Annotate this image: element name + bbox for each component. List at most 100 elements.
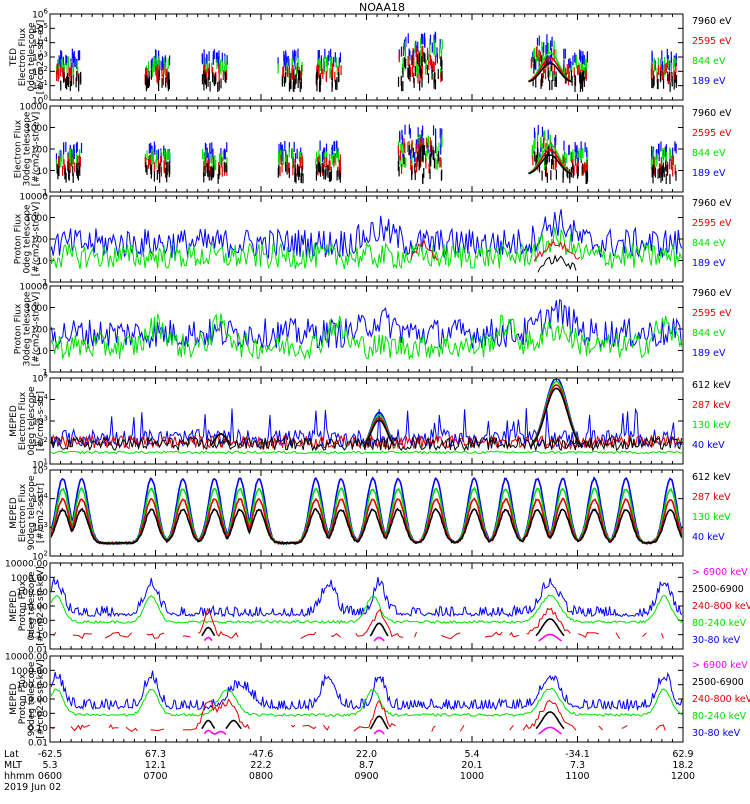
bottom-axis-mlt: 18.2	[672, 760, 693, 771]
series-magenta	[539, 634, 562, 641]
series-magenta	[205, 730, 227, 734]
bottom-axis-mlt: 5.3	[42, 760, 57, 771]
bottom-axis-lat: 22.0	[356, 749, 377, 760]
date-label: 2019 Jun 02	[4, 782, 61, 793]
series-red	[432, 726, 436, 732]
series-red	[415, 632, 417, 637]
y-tick-exponent: 2	[44, 550, 48, 558]
series-black	[226, 721, 241, 729]
legend-label: 240-800 keV	[692, 601, 750, 612]
series-red	[599, 726, 603, 730]
legend-label: 130 keV	[692, 420, 731, 431]
bottom-axis-hhmm: 0700	[143, 771, 167, 782]
figure-title: NOAA18	[359, 1, 405, 14]
series-black	[202, 628, 215, 636]
legend-label: 2500-6900	[692, 584, 744, 595]
series-red	[147, 633, 164, 638]
row-label-mlt: MLT	[4, 760, 22, 771]
series-red	[109, 725, 119, 729]
series-black	[202, 721, 215, 729]
series-red	[291, 725, 295, 727]
series-red	[662, 633, 664, 638]
legend-label: 40 keV	[692, 532, 725, 543]
series-black	[538, 256, 576, 272]
legend-label: 7960 eV	[692, 16, 732, 27]
legend-label: 2595 eV	[692, 308, 732, 319]
legend-label: 80-240 keV	[692, 618, 747, 629]
series-blue	[50, 577, 683, 616]
y-tick-label: 10000	[19, 283, 48, 293]
series-red	[105, 632, 132, 638]
y-axis-label-line: [#/cm2-s-str]	[36, 483, 46, 543]
data-series-group	[57, 32, 677, 92]
series-black	[536, 712, 564, 729]
bottom-axis-mlt: 20.1	[461, 760, 482, 771]
y-tick-label: 106	[32, 8, 48, 21]
y-tick-base: 10	[32, 11, 44, 21]
bottom-axis-lat: 5.4	[464, 749, 479, 760]
y-axis-label-line: [#/cm2-s-str-keV]	[36, 659, 46, 738]
data-series-group	[50, 379, 683, 454]
series-red	[510, 725, 514, 730]
series-red	[656, 725, 666, 731]
legend-label: 7960 eV	[692, 198, 732, 209]
bottom-axis-hhmm: 0900	[354, 771, 378, 782]
y-tick-label: 0.01	[28, 739, 48, 749]
series-magenta	[205, 638, 213, 641]
y-axis-label-line: [#/cm2-s-str-eV]	[36, 20, 46, 95]
legend-label: > 6900 keV	[692, 567, 748, 578]
y-tick-exponent: 5	[44, 464, 48, 472]
series-red	[183, 636, 191, 637]
bottom-axis-hhmm: 1100	[565, 771, 589, 782]
series-red	[151, 729, 164, 731]
legend-label: 189 eV	[692, 258, 726, 269]
bottom-axis-hhmm: 1000	[460, 771, 484, 782]
legend-label: 240-800 keV	[692, 694, 750, 705]
series-red	[622, 725, 628, 728]
legend-label: 612 keV	[692, 380, 731, 391]
row-label-lat: Lat	[4, 749, 19, 760]
legend-label: 30-80 keV	[692, 635, 741, 646]
legend-label: 30-80 keV	[692, 728, 741, 739]
bottom-axis-lat: 67.3	[145, 749, 166, 760]
series-red	[71, 725, 90, 731]
legend-label: 2595 eV	[692, 36, 732, 47]
bottom-axis-lat: 62.9	[672, 749, 693, 760]
bottom-axis-mlt: 12.1	[145, 760, 166, 771]
series-red	[531, 385, 582, 446]
legend-label: 844 eV	[692, 328, 726, 339]
series-red	[578, 633, 599, 638]
series-green	[50, 451, 682, 454]
y-tick-base: 10	[32, 467, 44, 477]
legend-label: 2595 eV	[692, 128, 732, 139]
y-axis-label-line: [#/cm2-s-str-eV]	[32, 202, 42, 277]
legend-label: 189 eV	[692, 348, 726, 359]
data-series-group	[50, 577, 683, 641]
series-green	[531, 381, 582, 445]
series-black	[531, 388, 582, 446]
series-red	[643, 633, 647, 637]
bottom-axis-lat: -62.5	[38, 749, 63, 760]
legend-label: 130 keV	[692, 512, 731, 523]
legend-label: 287 keV	[692, 400, 731, 411]
y-tick-exponent: 6	[44, 8, 49, 16]
series-red	[73, 634, 92, 639]
legend-label: 189 eV	[692, 168, 726, 179]
series-red	[331, 634, 340, 638]
panel-8: 0.010.101.0010.00100.001000.0010000.00ME…	[5, 653, 750, 749]
bottom-axis-mlt: 8.7	[359, 760, 374, 771]
bottom-axis-mlt: 22.2	[250, 760, 271, 771]
y-tick-base: 10	[32, 375, 44, 385]
series-red	[485, 632, 502, 637]
legend-label: 7960 eV	[692, 288, 732, 299]
bottom-axis-hhmm: 0600	[38, 771, 62, 782]
bottom-axis-hhmm: 0800	[249, 771, 273, 782]
series-red	[616, 633, 620, 639]
y-axis-label-line: [#/cm2-s-str-eV]	[32, 292, 42, 367]
